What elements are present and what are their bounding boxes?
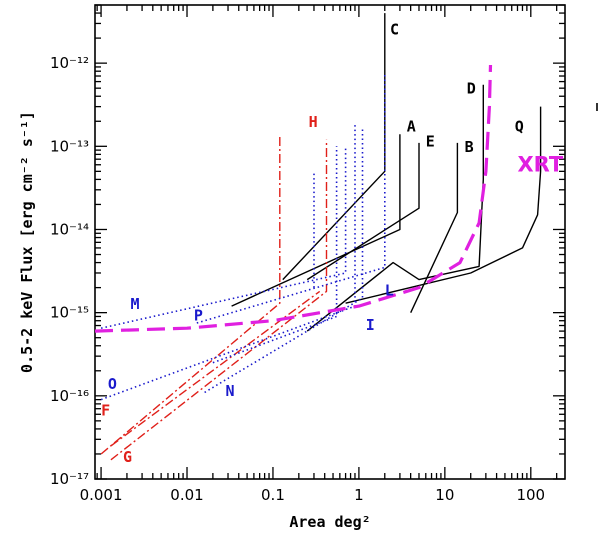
- x-tick-label: 10: [435, 486, 454, 504]
- curve-h: [110, 139, 328, 461]
- curve-xrt: [94, 64, 493, 333]
- y-tick-label: 10⁻¹⁷: [50, 470, 89, 488]
- curve-label-xrt: XRT: [517, 152, 563, 176]
- curve-c: [282, 13, 386, 281]
- curve-label-n: N: [225, 382, 234, 400]
- axis-tick-labels: 0.001 0.01 0.1 1 10 100 10⁻¹⁷ 10⁻¹⁶ 10⁻¹⁵ 10⁻¹⁴ 10…: [50, 54, 545, 504]
- y-tick-label: 10⁻¹⁵: [50, 304, 89, 322]
- curve-label-m: M: [130, 295, 139, 313]
- curve-f: [100, 134, 281, 455]
- x-tick-label: 100: [516, 486, 545, 504]
- curve-label-a: A: [407, 118, 416, 136]
- curve-label-q: Q: [515, 118, 524, 136]
- curve-label-g: G: [123, 448, 132, 466]
- curve-label-b: B: [465, 138, 474, 156]
- curve-label-p: P: [194, 307, 203, 325]
- curve-label-f: F: [101, 402, 110, 420]
- curve-label-l: L: [385, 282, 394, 300]
- x-tick-label: 1: [354, 486, 364, 504]
- curve-label-o: O: [108, 375, 117, 393]
- curve-label-i: I: [366, 316, 375, 334]
- curve-label-c: C: [390, 21, 399, 39]
- curve-i: [212, 146, 338, 364]
- curve-p: [196, 73, 386, 324]
- curve-d: [306, 84, 484, 332]
- y-tick-label: 10⁻¹⁶: [50, 387, 89, 405]
- curve-g: [110, 290, 321, 447]
- y-tick-label: 10⁻¹²: [50, 54, 89, 72]
- curve-e: [306, 142, 420, 281]
- y-tick-label: 10⁻¹³: [50, 137, 89, 155]
- curves: [94, 13, 542, 461]
- curve-labels: C AE B D Q H F G M P O N IL XRT: [101, 21, 564, 466]
- y-axis-title: 0.5-2 keV Flux [erg cm⁻² s⁻¹]: [18, 111, 36, 373]
- x-axis-title: Area deg²: [289, 513, 370, 531]
- curve-label-d: D: [467, 80, 476, 98]
- curve-q: [345, 106, 542, 304]
- curve-o: [100, 125, 356, 401]
- curve-label-e: E: [426, 132, 435, 150]
- axis-ticks: [95, 4, 565, 480]
- y-tick-label: 10⁻¹⁴: [50, 220, 89, 238]
- plot-frame: [94, 4, 566, 480]
- curve-b: [410, 142, 459, 313]
- x-tick-label: 0.1: [261, 486, 285, 504]
- x-tick-label: 0.001: [80, 486, 123, 504]
- x-tick-label: 0.01: [170, 486, 203, 504]
- curve-a: [231, 134, 401, 307]
- curve-label-h: H: [309, 113, 318, 131]
